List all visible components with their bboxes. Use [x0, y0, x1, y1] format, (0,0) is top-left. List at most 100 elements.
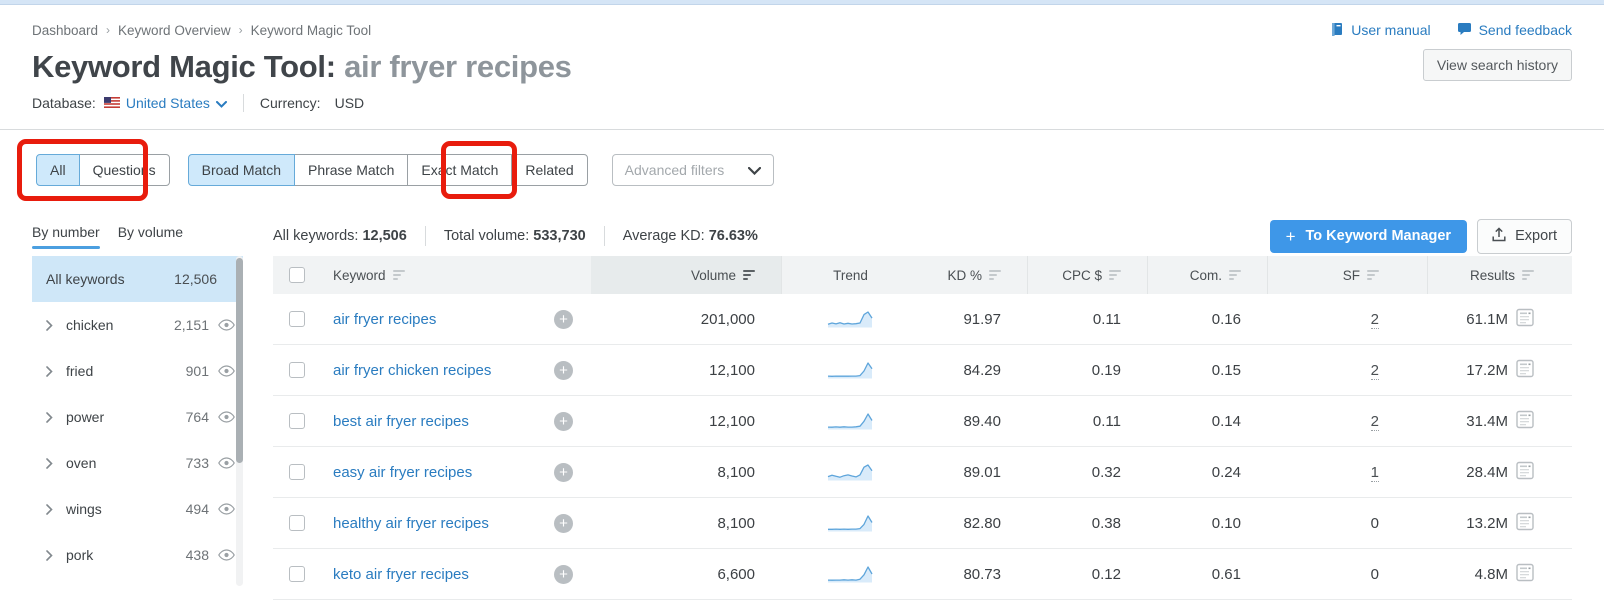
column-header-results[interactable]: Results: [1427, 256, 1572, 294]
eye-icon[interactable]: [218, 549, 235, 561]
kd-value: 80.73: [963, 565, 1001, 583]
serp-icon[interactable]: [1516, 410, 1534, 433]
add-keyword-icon[interactable]: +: [554, 462, 573, 482]
column-header-kd[interactable]: KD %: [919, 256, 1027, 294]
sidebar-item-power[interactable]: power 764: [32, 394, 243, 440]
chevron-down-icon: [747, 162, 761, 178]
sidebar-item-fried[interactable]: fried 901: [32, 348, 243, 394]
row-checkbox[interactable]: [289, 362, 305, 378]
eye-icon[interactable]: [218, 319, 235, 331]
filter-tab-exact-match[interactable]: Exact Match: [407, 154, 513, 186]
filter-tab-broad-match[interactable]: Broad Match: [187, 154, 295, 186]
serp-icon[interactable]: [1516, 512, 1534, 535]
serp-icon[interactable]: [1516, 461, 1534, 484]
column-header-volume[interactable]: Volume: [591, 256, 781, 294]
trend-sparkline[interactable]: [781, 513, 919, 533]
breadcrumb-link[interactable]: Keyword Magic Tool: [250, 22, 372, 38]
eye-icon[interactable]: [218, 365, 235, 377]
row-checkbox[interactable]: [289, 464, 305, 480]
chevron-right-icon[interactable]: [46, 365, 60, 377]
com-value: 0.10: [1211, 514, 1241, 532]
add-keyword-icon[interactable]: +: [554, 411, 573, 431]
select-all-checkbox[interactable]: [289, 267, 305, 283]
keyword-link[interactable]: keto air fryer recipes: [333, 565, 469, 583]
stat-item: Total volume: 533,730: [443, 228, 586, 244]
user-manual-link[interactable]: User manual: [1330, 22, 1431, 39]
column-header-sf[interactable]: SF: [1267, 256, 1427, 294]
add-keyword-icon[interactable]: +: [554, 309, 573, 329]
breadcrumb: Dashboard › Keyword Overview › Keyword Magic…: [32, 23, 371, 38]
sidebar-item-all-keywords[interactable]: All keywords 12,506: [32, 256, 243, 302]
add-keyword-icon[interactable]: +: [554, 513, 573, 533]
sidebar-item-chicken[interactable]: chicken 2,151: [32, 302, 243, 348]
com-value: 0.15: [1211, 361, 1241, 379]
to-keyword-manager-button[interactable]: + To Keyword Manager: [1269, 219, 1468, 253]
column-header-com[interactable]: Com.: [1147, 256, 1267, 294]
sidebar-item-wings[interactable]: wings 494: [32, 486, 243, 532]
keyword-link[interactable]: easy air fryer recipes: [333, 463, 473, 481]
sort-icon-active: [743, 270, 755, 280]
eye-icon[interactable]: [218, 411, 235, 423]
send-feedback-link[interactable]: Send feedback: [1457, 22, 1572, 39]
row-checkbox[interactable]: [289, 311, 305, 327]
row-checkbox[interactable]: [289, 515, 305, 531]
com-value: 0.14: [1211, 412, 1241, 430]
sf-value[interactable]: 2: [1370, 361, 1379, 380]
row-checkbox[interactable]: [289, 413, 305, 429]
chevron-right-icon[interactable]: [46, 457, 60, 469]
chevron-right-icon: ›: [238, 23, 243, 37]
trend-sparkline[interactable]: [781, 462, 919, 482]
keyword-link[interactable]: air fryer recipes: [333, 310, 437, 328]
view-tab-by-volume[interactable]: By volume: [117, 223, 184, 240]
keyword-link[interactable]: best air fryer recipes: [333, 412, 469, 430]
currency-label: Currency:: [259, 95, 321, 111]
chevron-right-icon[interactable]: [46, 411, 60, 423]
page-title-query: air fryer recipes: [344, 49, 572, 84]
filter-tab-all[interactable]: All: [36, 154, 80, 186]
sf-value[interactable]: 2: [1370, 310, 1379, 329]
sidebar-scrollbar-thumb[interactable]: [236, 258, 243, 463]
serp-icon[interactable]: [1516, 563, 1534, 586]
breadcrumb-link[interactable]: Keyword Overview: [118, 22, 231, 38]
column-header-cpc[interactable]: CPC $: [1027, 256, 1147, 294]
database-select[interactable]: United States: [103, 95, 227, 111]
upload-icon: [1492, 226, 1506, 246]
eye-icon[interactable]: [218, 503, 235, 515]
sidebar-item-pork[interactable]: pork 438: [32, 532, 243, 578]
filter-tab-phrase-match[interactable]: Phrase Match: [293, 154, 409, 186]
column-header-trend: Trend: [781, 256, 919, 294]
export-button[interactable]: Export: [1477, 218, 1572, 254]
chevron-right-icon[interactable]: [46, 503, 60, 515]
sf-value[interactable]: 2: [1370, 412, 1379, 431]
view-tab-by-number[interactable]: By number: [32, 224, 100, 249]
keyword-stats: All keywords: 12,506 Total volume: 533,73…: [273, 226, 758, 246]
filter-tab-related[interactable]: Related: [511, 154, 588, 186]
column-header-keyword[interactable]: Keyword: [321, 256, 591, 294]
sidebar-item-oven[interactable]: oven 733: [32, 440, 243, 486]
sf-value[interactable]: 1: [1370, 463, 1379, 482]
serp-icon[interactable]: [1516, 308, 1534, 331]
sort-icon: [989, 270, 1001, 280]
trend-sparkline[interactable]: [781, 360, 919, 380]
keyword-link[interactable]: healthy air fryer recipes: [333, 514, 489, 532]
breadcrumb-link[interactable]: Dashboard: [32, 22, 99, 38]
trend-sparkline[interactable]: [781, 309, 919, 329]
chevron-right-icon[interactable]: [46, 549, 60, 561]
add-keyword-icon[interactable]: +: [554, 564, 573, 584]
add-keyword-icon[interactable]: +: [554, 360, 573, 380]
advanced-filters-dropdown[interactable]: Advanced filters: [611, 154, 774, 186]
sidebar-group-label: pork: [66, 547, 94, 563]
eye-icon[interactable]: [218, 457, 235, 469]
sidebar-group-label: oven: [66, 455, 97, 471]
table-header-row: Keyword Volume Trend KD % CPC $: [273, 256, 1572, 294]
keyword-link[interactable]: air fryer chicken recipes: [333, 361, 492, 379]
trend-sparkline[interactable]: [781, 411, 919, 431]
filter-tab-questions[interactable]: Questions: [78, 154, 170, 186]
kd-value: 89.40: [963, 412, 1001, 430]
view-search-history-button[interactable]: View search history: [1422, 49, 1572, 81]
serp-icon[interactable]: [1516, 359, 1534, 382]
table-row: easy air fryer recipes + 8,100 89.01 0.3…: [273, 447, 1572, 498]
row-checkbox[interactable]: [289, 566, 305, 582]
trend-sparkline[interactable]: [781, 564, 919, 584]
chevron-right-icon[interactable]: [46, 319, 60, 331]
